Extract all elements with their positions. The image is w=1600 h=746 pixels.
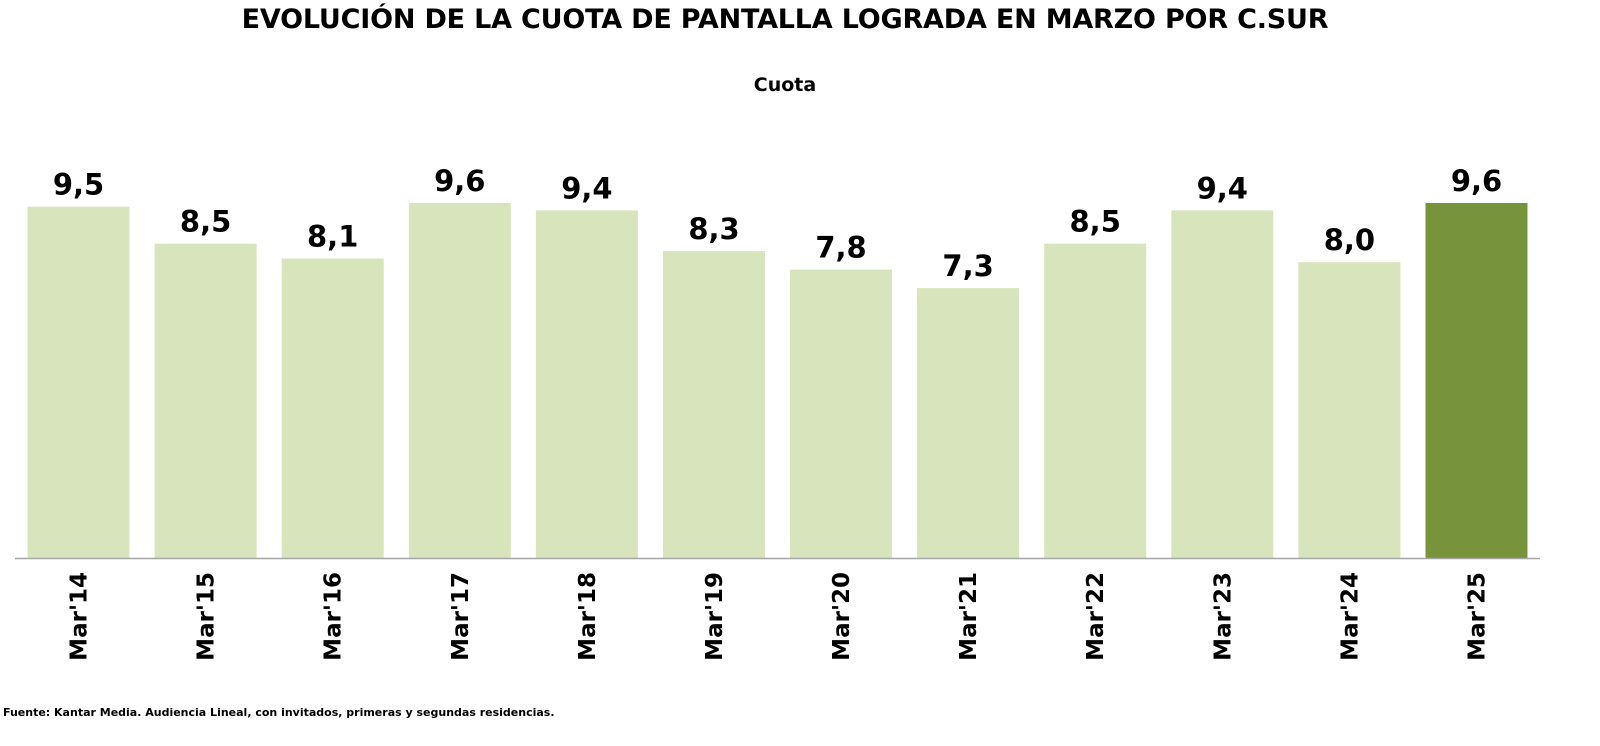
data-label: 9,4 <box>561 171 612 205</box>
data-label: 8,1 <box>307 220 358 254</box>
data-label: 8,5 <box>1070 205 1121 239</box>
bar-Mar16 <box>281 258 384 558</box>
x-tick-label: Mar'15 <box>194 572 220 661</box>
x-tick-label: Mar'21 <box>956 572 982 661</box>
x-tick-label: Mar'18 <box>575 572 601 661</box>
bar-Mar24 <box>1298 262 1401 558</box>
bar-Mar15 <box>154 243 257 558</box>
data-label: 8,3 <box>688 212 739 246</box>
data-label: 9,5 <box>53 168 104 202</box>
x-tick-label: Mar'20 <box>829 572 855 661</box>
x-tick-label: Mar'23 <box>1210 572 1236 661</box>
bar-Mar18 <box>535 210 638 558</box>
x-tick-label: Mar'17 <box>448 572 474 661</box>
bar-Mar17 <box>408 203 511 558</box>
data-label: 7,3 <box>942 249 993 283</box>
x-tick-label: Mar'25 <box>1465 572 1491 661</box>
bar-Mar23 <box>1171 210 1274 558</box>
data-label: 9,6 <box>1451 164 1502 198</box>
bar-Mar20 <box>790 269 892 558</box>
bar-Mar21 <box>917 288 1020 558</box>
bar-Mar19 <box>663 251 765 558</box>
data-label: 7,8 <box>815 231 866 265</box>
bar-Mar14 <box>27 206 130 558</box>
x-tick-label: Mar'16 <box>321 572 347 661</box>
x-tick-label: Mar'14 <box>67 572 93 661</box>
x-tick-label: Mar'19 <box>702 572 728 661</box>
data-label: 9,4 <box>1197 171 1248 205</box>
data-label: 9,6 <box>434 164 485 198</box>
bar-Mar25 <box>1425 203 1528 558</box>
chart-subtitle: Cuota <box>753 74 817 96</box>
bar-Mar22 <box>1044 243 1147 558</box>
data-label: 8,0 <box>1324 223 1375 257</box>
x-tick-label: Mar'22 <box>1083 572 1109 661</box>
x-tick-label: Mar'24 <box>1337 572 1363 661</box>
source-note: Fuente: Kantar Media. Audiencia Lineal, … <box>3 706 555 719</box>
chart-title: EVOLUCIÓN DE LA CUOTA DE PANTALLA LOGRAD… <box>241 4 1329 35</box>
data-label: 8,5 <box>180 205 231 239</box>
